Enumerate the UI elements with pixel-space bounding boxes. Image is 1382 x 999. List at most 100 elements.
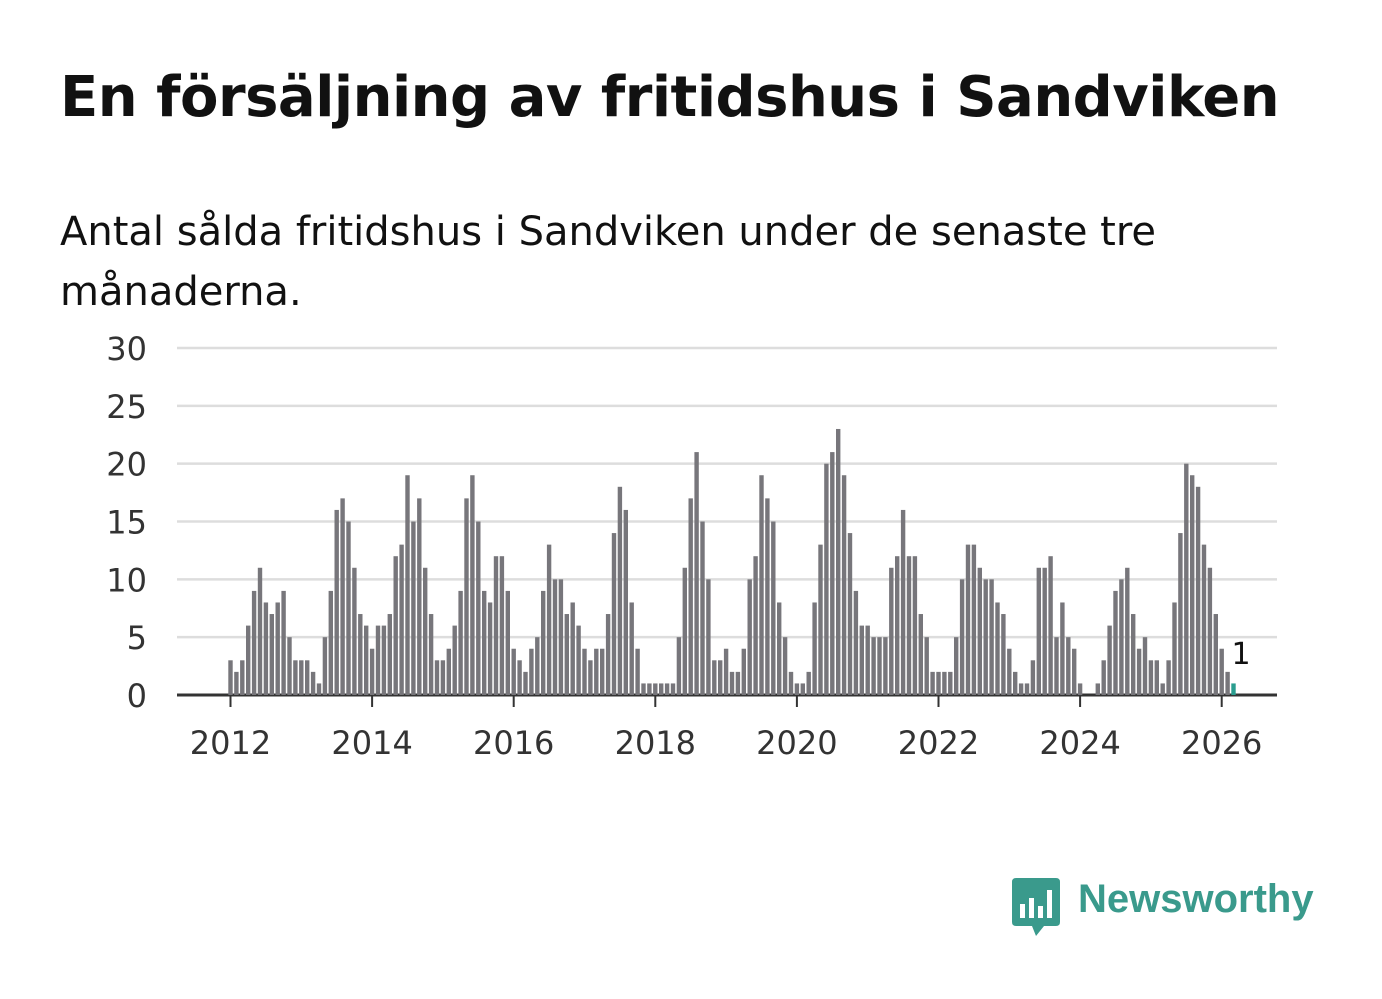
bar — [741, 648, 746, 695]
bar — [446, 648, 451, 695]
bar — [452, 625, 457, 695]
bar — [924, 637, 929, 695]
bar — [995, 602, 1000, 695]
bar — [1048, 556, 1053, 695]
brand-name: Newsworthy — [1078, 877, 1314, 921]
bar — [387, 614, 392, 695]
bar — [1178, 533, 1183, 695]
bar — [1219, 648, 1224, 695]
bar — [824, 463, 829, 695]
bar — [234, 671, 239, 695]
bar — [417, 498, 422, 695]
bar — [800, 683, 805, 695]
bar — [812, 602, 817, 695]
bar — [558, 579, 564, 695]
bar — [499, 556, 505, 695]
y-tick-label: 10 — [106, 561, 147, 599]
x-tick-label: 2016 — [473, 724, 554, 762]
bar — [859, 625, 864, 695]
bar — [399, 544, 404, 695]
bar — [1201, 544, 1207, 695]
bar — [299, 660, 304, 695]
bar — [1001, 614, 1006, 695]
bar — [989, 579, 994, 695]
bar — [765, 498, 770, 695]
chart-title: En försäljning av fritidshus i Sandviken — [60, 65, 1280, 130]
bar — [729, 671, 735, 695]
y-tick-label: 5 — [127, 619, 147, 657]
bar — [594, 648, 599, 695]
bar — [1013, 671, 1018, 695]
bar — [228, 660, 233, 695]
y-tick-label: 25 — [106, 388, 147, 426]
bar — [1195, 486, 1201, 695]
bar — [688, 498, 693, 695]
x-tick-label: 2026 — [1181, 724, 1262, 762]
bar — [476, 521, 481, 695]
bar-highlight — [1231, 683, 1236, 695]
bar — [393, 556, 398, 695]
bar — [334, 509, 339, 695]
bar — [1131, 614, 1136, 695]
bar — [464, 498, 469, 695]
bar — [440, 660, 446, 695]
bar — [865, 625, 870, 695]
bar — [1101, 660, 1106, 695]
bar — [948, 671, 953, 695]
bar — [735, 671, 741, 695]
bar — [316, 683, 322, 695]
bar — [375, 625, 381, 695]
bar — [275, 602, 280, 695]
bar — [487, 602, 493, 695]
x-tick-label: 2020 — [756, 724, 837, 762]
bar — [1024, 683, 1030, 695]
bar — [535, 637, 540, 695]
bar — [1054, 637, 1059, 695]
bar — [240, 660, 245, 695]
bar — [682, 567, 687, 695]
bar — [257, 567, 263, 695]
bar — [889, 567, 894, 695]
x-tick-label: 2022 — [898, 724, 979, 762]
bar — [1007, 648, 1012, 695]
bar — [358, 614, 363, 695]
bar — [1042, 567, 1047, 695]
bar — [611, 533, 617, 695]
bar — [841, 475, 847, 695]
bar — [794, 683, 800, 695]
bar — [1172, 602, 1177, 695]
bar — [1160, 683, 1165, 695]
bar — [777, 602, 782, 695]
bar — [895, 556, 900, 695]
y-tick-label: 20 — [106, 446, 147, 484]
bar — [1066, 637, 1071, 695]
bar — [635, 648, 640, 695]
bar — [405, 475, 410, 695]
bar — [664, 683, 670, 695]
bar — [1113, 590, 1118, 695]
bar — [617, 486, 623, 695]
bar — [1036, 567, 1041, 695]
bar — [305, 660, 310, 695]
bar — [971, 544, 977, 695]
bar — [830, 452, 835, 695]
x-tick-label: 2014 — [331, 724, 412, 762]
bar — [505, 590, 510, 695]
bar — [723, 648, 729, 695]
bar — [434, 660, 440, 695]
bar — [546, 544, 552, 695]
bar — [1148, 660, 1154, 695]
bar — [918, 614, 923, 695]
bar — [712, 660, 717, 695]
bar — [771, 521, 776, 695]
bar — [965, 544, 971, 695]
y-tick-label: 0 — [127, 677, 147, 715]
bar — [747, 579, 752, 695]
bar — [623, 509, 628, 695]
bar — [977, 567, 982, 695]
bar — [782, 637, 788, 695]
y-tick-label: 30 — [106, 330, 147, 368]
bar — [1166, 660, 1171, 695]
bar — [1207, 567, 1213, 695]
